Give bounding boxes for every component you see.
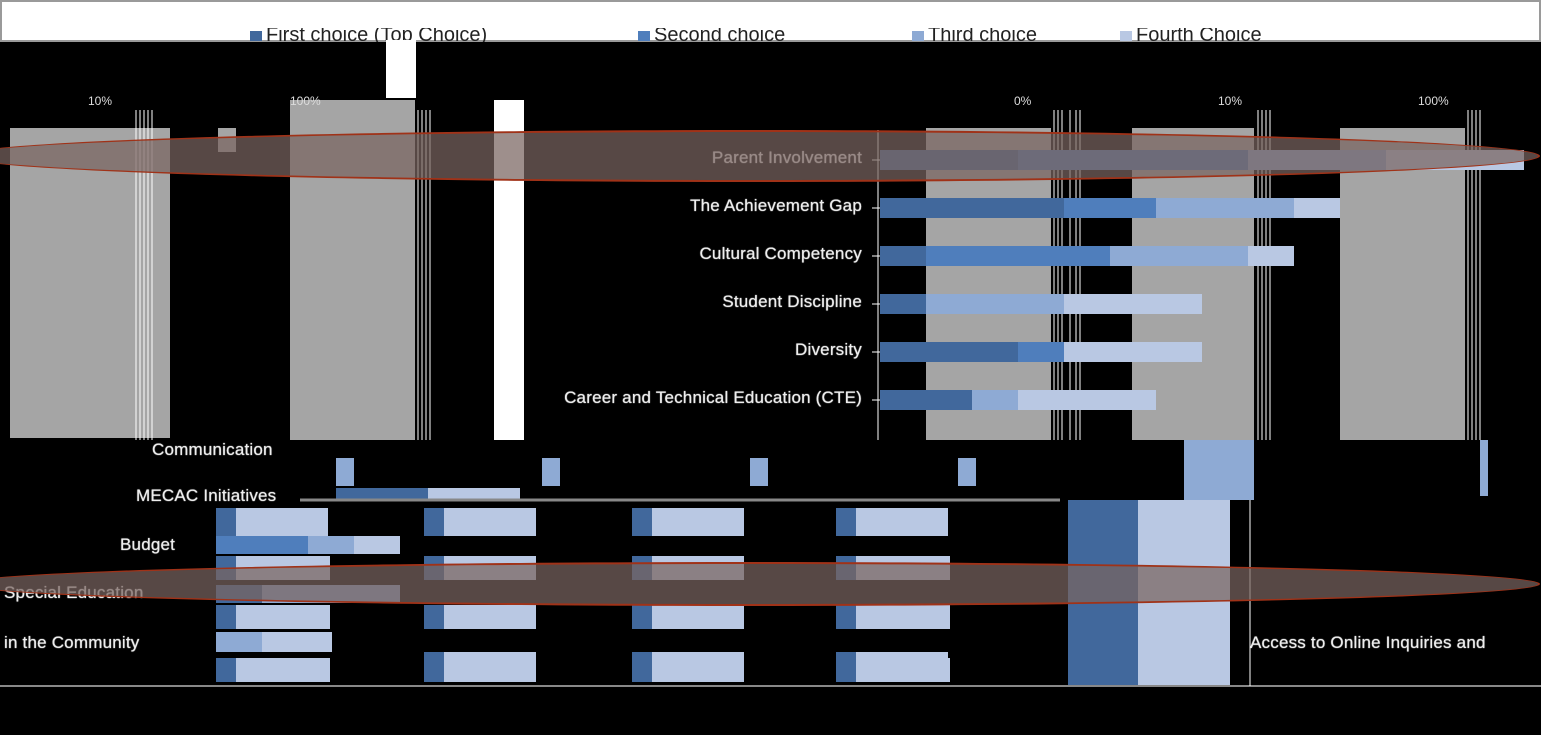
bar-segment bbox=[880, 294, 926, 314]
bar-segment bbox=[1110, 246, 1248, 266]
bar-segment bbox=[1018, 342, 1064, 362]
category-label: in the Community bbox=[4, 633, 140, 652]
axis-tick-label: 100% bbox=[1418, 94, 1449, 108]
background-band bbox=[386, 40, 416, 98]
bar-segment bbox=[836, 658, 856, 682]
legend-swatch bbox=[250, 30, 262, 41]
bar-segment bbox=[444, 508, 536, 536]
category-label: Student Discipline bbox=[722, 292, 862, 311]
bar-segment bbox=[926, 294, 1064, 314]
legend-label: Fourth Choice bbox=[1136, 28, 1262, 42]
bar-segment bbox=[1064, 294, 1202, 314]
legend-entry: Second choice bbox=[638, 28, 785, 42]
bar-segment bbox=[262, 632, 332, 652]
bar-segment bbox=[1064, 342, 1202, 362]
bar-segment bbox=[632, 508, 652, 536]
axis-tick-label: 10% bbox=[88, 94, 113, 108]
bar-segment bbox=[354, 536, 400, 554]
category-label: MECAC Initiatives bbox=[136, 486, 277, 505]
bar-segment bbox=[1018, 390, 1156, 410]
category-label: Diversity bbox=[795, 340, 862, 359]
bar-segment bbox=[308, 536, 354, 554]
bar-segment bbox=[750, 458, 768, 486]
bar-segment bbox=[958, 458, 976, 486]
bar-segment bbox=[856, 508, 948, 536]
axis-tick-label: 10% bbox=[1218, 94, 1243, 108]
bar-segment bbox=[926, 246, 1110, 266]
category-label: The Achievement Gap bbox=[689, 196, 862, 215]
highlight-ellipse bbox=[0, 130, 1540, 182]
bar-segment bbox=[424, 605, 444, 629]
bar-segment bbox=[336, 488, 428, 500]
bar-segment bbox=[424, 658, 444, 682]
bar-segment bbox=[444, 658, 536, 682]
bar-segment bbox=[216, 536, 308, 554]
bar-segment bbox=[428, 488, 520, 500]
bar-segment bbox=[972, 390, 1018, 410]
category-label: Communication bbox=[152, 440, 273, 459]
bar-segment bbox=[444, 605, 536, 629]
legend-swatch bbox=[1120, 30, 1132, 41]
bar-segment bbox=[652, 508, 744, 536]
category-label: Career and Technical Education (CTE) bbox=[564, 388, 862, 407]
bar-segment bbox=[880, 198, 1064, 218]
category-label: Budget bbox=[120, 535, 176, 554]
bar-segment bbox=[1064, 198, 1156, 218]
legend-swatch bbox=[638, 30, 650, 41]
legend-entry: Third choice bbox=[912, 28, 1037, 42]
legend-label: Second choice bbox=[654, 28, 786, 42]
bar-segment bbox=[424, 508, 444, 536]
bar-segment bbox=[542, 458, 560, 486]
bar-segment bbox=[632, 658, 652, 682]
background-band bbox=[10, 128, 170, 438]
bar-segment bbox=[216, 658, 236, 682]
bar-segment bbox=[880, 342, 1018, 362]
bar-segment bbox=[880, 246, 926, 266]
legend-entry: First choice (Top Choice) bbox=[250, 28, 487, 42]
background-band bbox=[1132, 128, 1254, 440]
bar-segment bbox=[652, 658, 744, 682]
legend-entry: Fourth Choice bbox=[1120, 28, 1262, 42]
highlight-ellipse bbox=[0, 562, 1540, 606]
axis-tick-label: 100% bbox=[290, 94, 321, 108]
bar-segment bbox=[1294, 198, 1340, 218]
axis-tick-label: 0% bbox=[1014, 94, 1032, 108]
bar-segment bbox=[880, 390, 972, 410]
bar-segment bbox=[1480, 440, 1488, 496]
bar-segment bbox=[836, 605, 856, 629]
bar-segment bbox=[216, 605, 236, 629]
background-band bbox=[1340, 128, 1465, 440]
bar-segment bbox=[632, 605, 652, 629]
bar-segment bbox=[216, 632, 262, 652]
legend-label: First choice (Top Choice) bbox=[266, 28, 488, 42]
bar-segment bbox=[236, 508, 328, 536]
bar-segment bbox=[336, 458, 354, 486]
bar-segment bbox=[856, 658, 950, 682]
legend-bar: First choice (Top Choice) Second choice Th… bbox=[0, 0, 1541, 42]
bar-segment bbox=[236, 605, 330, 629]
bar-segment bbox=[836, 508, 856, 536]
legend-label: Third choice bbox=[928, 28, 1037, 42]
bar-segment bbox=[1248, 246, 1294, 266]
bar-segment bbox=[1156, 198, 1294, 218]
bar-segment bbox=[1184, 440, 1254, 500]
bar-segment bbox=[856, 605, 950, 629]
category-label: Cultural Competency bbox=[699, 244, 862, 263]
legend-swatch bbox=[912, 30, 924, 41]
bar-segment bbox=[216, 508, 236, 536]
category-label: Access to Online Inquiries and bbox=[1250, 633, 1486, 652]
bar-segment bbox=[652, 605, 744, 629]
bar-segment bbox=[236, 658, 330, 682]
